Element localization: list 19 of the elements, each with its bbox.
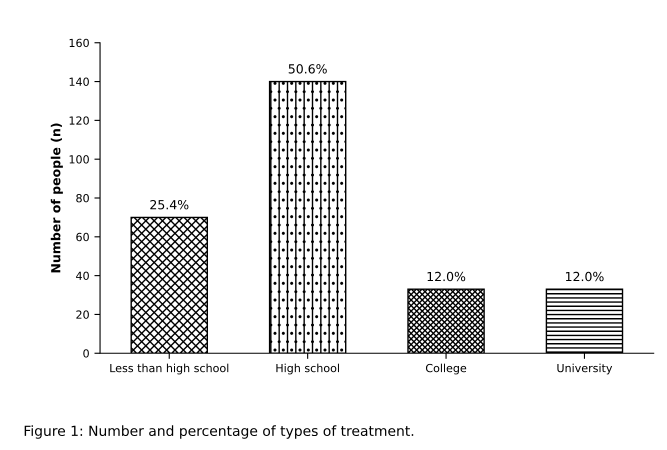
y-tick-label: 160	[70, 38, 89, 48]
y-tick-label: 120	[70, 116, 89, 125]
annotation: 12.0%	[428, 272, 466, 282]
x-tick-label: High school	[276, 364, 339, 374]
x-tick-label: Less than high school	[110, 364, 228, 374]
y-tick-label: 60	[76, 232, 89, 242]
x-tick-label: College	[426, 364, 466, 374]
caption: Figure 1: Number and percentage of types of treatment.	[24, 425, 414, 439]
y-tick-label: 0	[83, 349, 89, 358]
y-axis-title: Number of people (n)	[50, 124, 63, 272]
y-tick-label: 80	[76, 194, 89, 202]
annotation: 12.0%	[566, 272, 604, 282]
x-tick-label: University	[557, 364, 612, 374]
y-tick-label: 20	[76, 310, 89, 319]
annotation: 25.4%	[150, 200, 188, 210]
y-tick-label: 40	[76, 272, 89, 280]
y-tick-label: 140	[70, 78, 89, 86]
y-tick-label: 100	[70, 155, 89, 164]
annotation: 50.6%	[288, 64, 327, 74]
